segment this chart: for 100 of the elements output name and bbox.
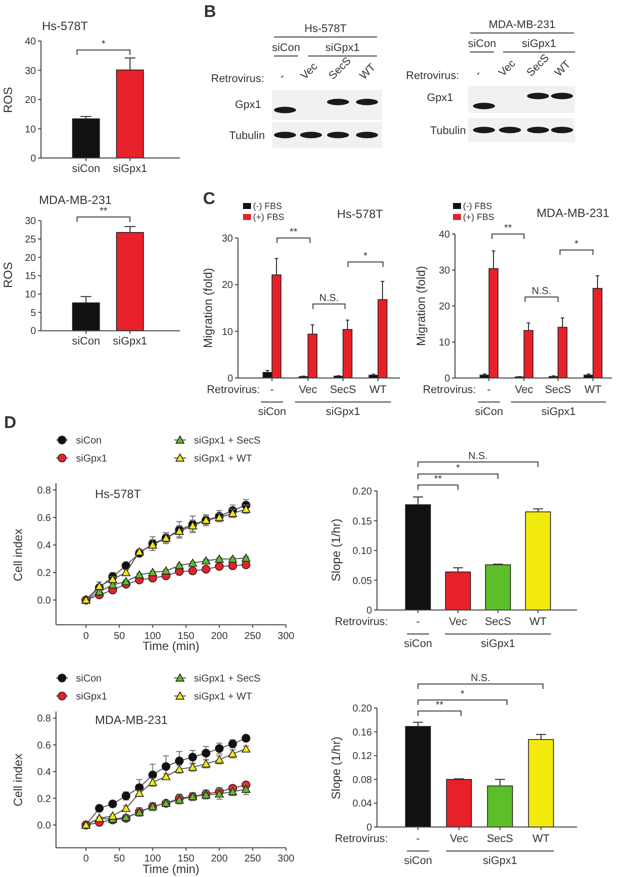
- text: Retrovirus:: [334, 833, 388, 845]
- legend-label: siGpx1 + SecS: [194, 674, 261, 684]
- y-tick-label: 20: [438, 302, 450, 312]
- text: siGpx1: [480, 638, 516, 650]
- text: WT: [552, 58, 574, 80]
- y-tick-label: 0: [227, 374, 234, 384]
- annotation: *: [102, 39, 106, 50]
- x-tick-label: Vec: [450, 833, 469, 845]
- text: Tubulin: [430, 125, 466, 137]
- x-tick-label: 150: [178, 854, 195, 865]
- text: Vec: [496, 57, 518, 80]
- text: B: [204, 2, 216, 21]
- text: siGpx1: [325, 42, 360, 54]
- x-tick-label: WT: [529, 616, 547, 628]
- text: Gpx1: [234, 99, 262, 111]
- y-tick-label: 0.0: [37, 595, 52, 606]
- legend-label: (+) FBS: [463, 212, 494, 222]
- y-tick-label: 0.08: [352, 774, 372, 786]
- x-tick-label: 300: [278, 854, 295, 865]
- text: *: [456, 463, 460, 474]
- x-tick-label: 0: [83, 854, 90, 865]
- text: siCon: [404, 638, 432, 650]
- y-tick-label: 0.6: [37, 740, 52, 752]
- text: Retrovirus:: [211, 73, 264, 85]
- text: N.S.: [468, 451, 488, 462]
- y-tick-label: 0.2: [37, 794, 52, 805]
- y-tick-label: 30: [24, 216, 36, 228]
- y-tick-label: 10: [24, 124, 36, 136]
- annotation: **: [504, 223, 512, 234]
- y-tick-label: 0.8: [37, 714, 52, 725]
- y-tick-label: 0: [366, 606, 372, 616]
- y-tick-label: 10: [24, 290, 36, 301]
- text: siCon: [474, 406, 504, 418]
- text: Tubulin: [229, 130, 265, 142]
- y-tick-label: 0: [366, 822, 372, 834]
- y-tick-label: 0: [30, 326, 36, 338]
- text: siGpx1: [326, 406, 360, 418]
- y-tick-label: 25: [24, 234, 36, 246]
- y-axis-title: Cell index: [11, 528, 25, 582]
- y-tick-label: 40: [438, 230, 450, 240]
- annotation: *: [364, 251, 368, 262]
- text: siCon: [468, 38, 496, 50]
- y-tick-label: 15: [24, 271, 36, 282]
- y-tick-label: 0: [30, 154, 36, 164]
- x-tick-label: 200: [210, 854, 228, 865]
- y-tick-label: 0.12: [352, 751, 372, 762]
- y-tick-label: 20: [24, 95, 36, 106]
- legend-label: (+) FBS: [253, 212, 284, 222]
- chart-title: Hs-578T: [336, 207, 384, 221]
- text: siGpx1: [522, 38, 556, 50]
- chart-title: Hs-578T: [95, 487, 142, 501]
- y-tick-label: 0.0: [37, 820, 52, 832]
- text: siGpx1: [541, 406, 576, 418]
- x-tick-label: -: [416, 833, 420, 845]
- chart-title: MDA-MB-231: [39, 193, 112, 207]
- y-tick-label: 10: [438, 338, 450, 348]
- annotation: N.S.: [532, 286, 552, 297]
- text: -: [276, 70, 288, 82]
- y-tick-label: 0.4: [37, 767, 52, 778]
- x-tick-label: WT: [369, 384, 387, 396]
- text: C: [203, 189, 216, 208]
- y-axis-title: Cell index: [11, 754, 25, 806]
- text: Retrovirus:: [206, 384, 260, 396]
- text: MDA-MB-231: [488, 19, 556, 31]
- x-tick-label: SecS: [486, 833, 514, 845]
- x-tick-label: Vec: [448, 616, 468, 628]
- y-tick-label: 0.05: [352, 576, 372, 587]
- x-tick-label: 300: [278, 630, 295, 642]
- text: Hs-578T: [304, 23, 347, 35]
- y-tick-label: 40: [24, 36, 36, 48]
- text: -: [472, 68, 484, 80]
- text: D: [4, 413, 16, 432]
- text: **: [100, 206, 108, 217]
- y-tick-label: 30: [222, 234, 234, 244]
- legend-label: siGpx1 + WT: [194, 692, 252, 702]
- text: siCon: [258, 406, 286, 418]
- legend-label: (-) FBS: [253, 200, 282, 211]
- annotation: *: [574, 239, 579, 250]
- y-tick-label: 0.15: [352, 516, 372, 528]
- x-tick-label: 100: [144, 630, 162, 642]
- x-tick-label: SecS: [544, 384, 572, 396]
- x-tick-label: 250: [244, 854, 262, 865]
- x-tick-label: 150: [178, 630, 195, 642]
- legend-label: siGpx1: [76, 692, 108, 702]
- y-tick-label: 0.16: [352, 727, 372, 738]
- y-tick-label: 10: [222, 326, 234, 338]
- x-tick-label: -: [487, 384, 492, 396]
- y-tick-label: 0.20: [352, 704, 372, 714]
- x-tick-label: 100: [144, 854, 162, 865]
- annotation: N.S.: [319, 293, 339, 304]
- y-tick-label: 0.4: [37, 540, 52, 552]
- y-axis-title: Migration (fold): [414, 266, 428, 346]
- x-tick-label: 250: [244, 630, 262, 642]
- x-tick-label: 50: [114, 630, 126, 642]
- legend-label: siCon: [76, 674, 102, 684]
- text: **: [434, 474, 442, 485]
- y-tick-label: 0.8: [37, 485, 52, 496]
- y-tick-label: 5: [30, 308, 36, 319]
- y-tick-label: 30: [24, 66, 36, 77]
- text: WT: [358, 61, 378, 82]
